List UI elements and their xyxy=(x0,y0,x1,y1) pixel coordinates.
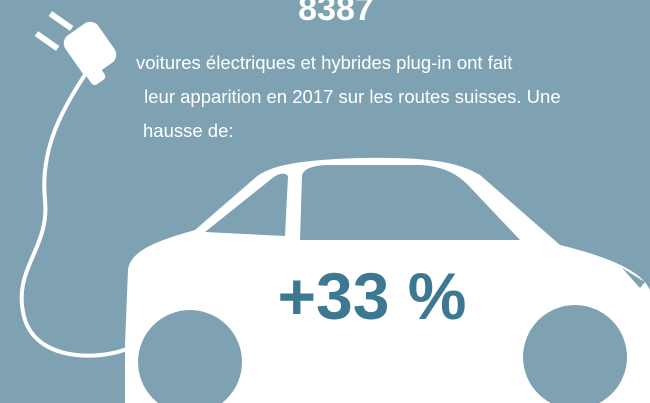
description-line: hausse de: xyxy=(143,120,234,141)
page: 8387 voitures électriques et hybrides pl… xyxy=(0,0,650,403)
highlight: +33 % xyxy=(278,259,467,333)
infographic: 8387 voitures électriques et hybrides pl… xyxy=(0,0,650,403)
description-line: voitures électriques et hybrides plug-in… xyxy=(136,52,512,73)
headline: 8387 xyxy=(298,0,374,28)
description-line: leur apparition en 2017 sur les routes s… xyxy=(139,86,561,107)
